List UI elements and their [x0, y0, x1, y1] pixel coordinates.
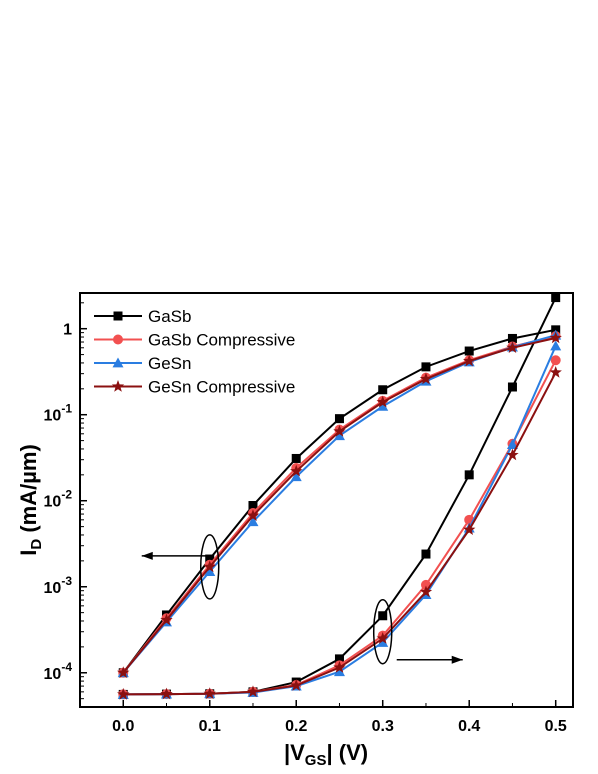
data-point-gasb [248, 501, 258, 511]
data-point-gesn-compressive [419, 585, 433, 598]
data-point-gesn-compressive [463, 523, 476, 535]
data-point-gasb [421, 549, 431, 559]
data-point-gasb [507, 333, 517, 343]
legend-swatch-marker [113, 311, 123, 321]
legend-item-gasb: GaSb [94, 307, 191, 326]
data-point-gasb [464, 470, 474, 480]
x-tick-label: 0.4 [458, 718, 480, 735]
x-tick-label: 0.1 [199, 718, 221, 735]
legend-item-gesn: GeSn [94, 354, 191, 373]
data-point-gesn-compressive [376, 632, 389, 644]
data-point-gesn-compressive [246, 509, 260, 521]
y-tick-label: 10-4 [44, 660, 73, 683]
legend-swatch-marker [112, 357, 124, 368]
x-tick-label: 0.2 [285, 718, 307, 735]
data-point-gesn-compressive [246, 685, 260, 698]
legend-item-gesn-compressive: GeSn Compressive [94, 378, 295, 397]
data-point-gesn-compressive [290, 679, 303, 691]
ticks: 0.0 0.1 0.2 0.3 0.4 0.5 10-4 10-3 10-2 10-1 1 [44, 302, 567, 735]
data-point-gesn-compressive [419, 372, 433, 385]
legend-swatch-marker [113, 334, 123, 345]
legend-label: GeSn [148, 354, 191, 373]
data-point-gesn-compressive [160, 613, 173, 626]
series-line-gasb-compressive-linear [123, 359, 557, 696]
x-tick-label: 0.5 [545, 718, 567, 735]
legend-item-gasb-compressive: GaSb Compressive [94, 331, 295, 350]
annotations [141, 534, 463, 665]
y-tick-label: 10-1 [44, 402, 73, 425]
data-point-gesn [247, 516, 259, 527]
data-point-gasb [507, 382, 517, 392]
data-point-gesn-compressive [549, 365, 562, 378]
y-axis-title: ID (mA/µm) [16, 444, 45, 556]
data-point-gesn-compressive [463, 354, 476, 367]
data-point-gesn-compressive [290, 464, 303, 477]
annotation-arrow-head [141, 551, 153, 560]
data-point-gasb [464, 346, 474, 356]
data-point-gesn [290, 471, 302, 482]
y-tick-label: 10-3 [44, 574, 73, 597]
data-point-gesn-compressive [333, 424, 346, 437]
data-point-gesn [333, 666, 345, 677]
data-point-gesn-compressive [333, 661, 346, 673]
data-point-gasb [378, 611, 388, 621]
annotation-ellipse [372, 598, 393, 665]
data-point-gesn-compressive [506, 448, 519, 461]
data-point-gesn [333, 430, 345, 441]
x-tick-label: 0.0 [112, 718, 134, 735]
legend-label: GeSn Compressive [148, 378, 295, 397]
x-axis-title: |VGS| (V) [284, 740, 368, 769]
data-point-gasb [551, 293, 561, 303]
series-layer [117, 293, 562, 700]
series-gesn-compressive [117, 331, 562, 700]
legend-label: GaSb Compressive [148, 331, 295, 350]
data-point-gesn [550, 340, 562, 351]
data-point-gesn-compressive [117, 666, 130, 679]
legend-label: GaSb [148, 307, 191, 326]
data-point-gasb [334, 654, 344, 664]
data-point-gesn-compressive [549, 331, 562, 344]
data-point-gasb [378, 385, 388, 395]
data-point-gasb [205, 554, 215, 564]
x-tick-label: 0.3 [372, 718, 394, 735]
annotation-arrow-head [451, 655, 463, 664]
data-point-gesn-compressive [506, 341, 519, 354]
y-tick-label: 1 [63, 322, 72, 339]
data-point-gesn [506, 439, 518, 449]
legend: GaSb GaSb Compressive GeSn GeSn Compressive [94, 307, 295, 397]
data-point-gesn [377, 636, 389, 647]
data-point-gesn-compressive [117, 687, 130, 700]
legend-swatch-marker [111, 380, 125, 392]
data-point-gasb-compressive [550, 355, 561, 366]
data-point-gesn-compressive [203, 687, 216, 700]
data-point-gesn-compressive [203, 560, 216, 573]
y-tick-label: 10-2 [44, 488, 73, 511]
data-point-gesn-compressive [160, 687, 173, 700]
data-point-gasb [334, 414, 344, 424]
data-point-gasb [421, 362, 431, 372]
data-point-gesn-compressive [376, 395, 389, 408]
annotation-ellipse [199, 534, 220, 600]
data-point-gesn [377, 400, 389, 411]
data-point-gasb [291, 453, 301, 463]
data-point-gesn [204, 566, 216, 577]
series-line-gesn-linear [123, 345, 557, 696]
